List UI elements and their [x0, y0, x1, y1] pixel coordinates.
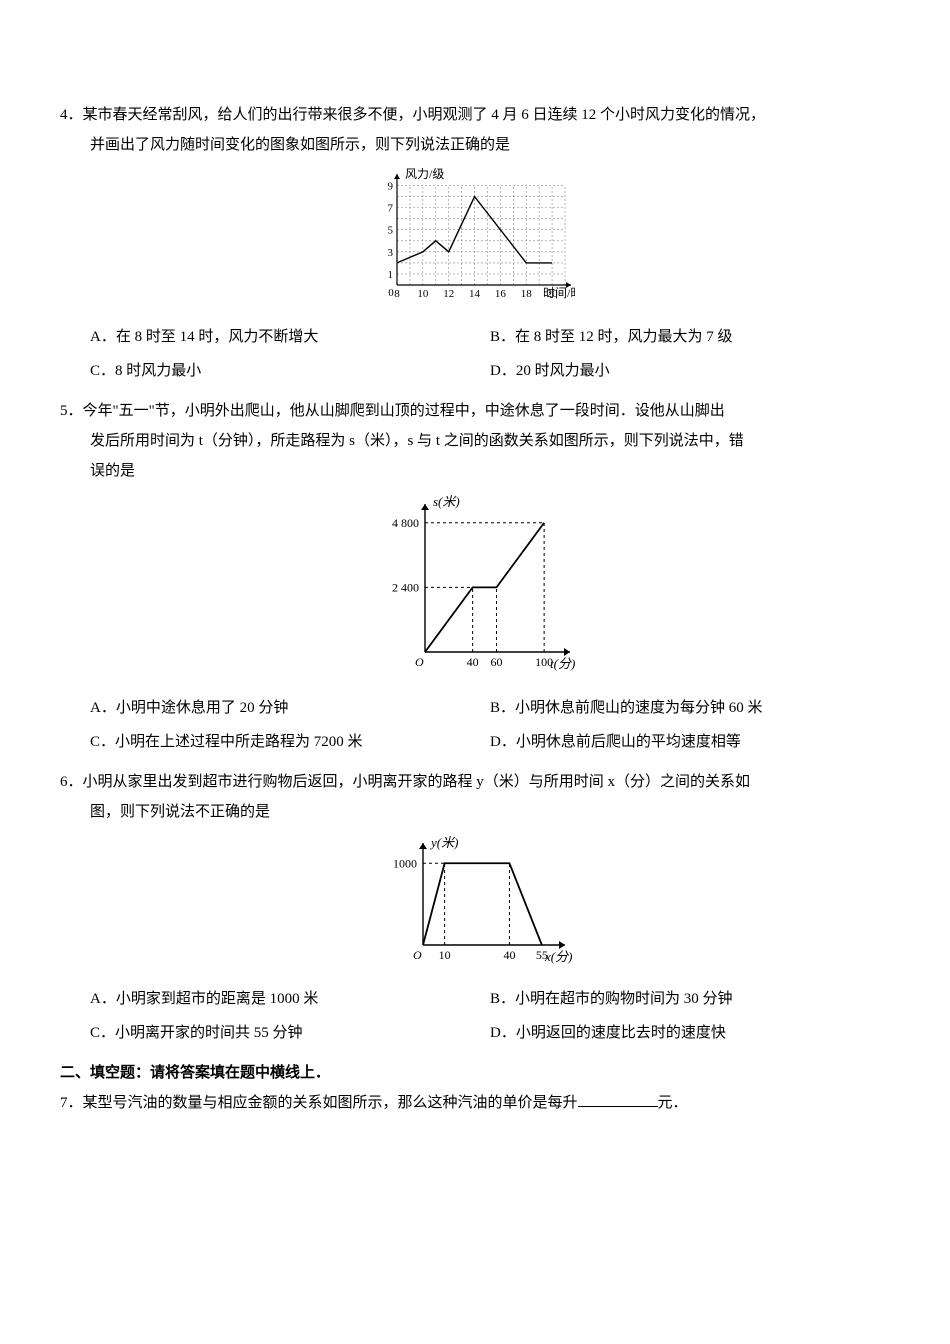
svg-text:18: 18	[521, 288, 533, 300]
q5-option-b: B．小明休息前爬山的速度为每分钟 60 米	[490, 693, 890, 723]
svg-text:时间/时: 时间/时	[543, 286, 575, 300]
q5-stem-line3: 误的是	[60, 456, 890, 486]
q6-stem-line2: 图，则下列说法不正确的是	[60, 797, 890, 827]
q4-chart: 1357908101214161820风力/级时间/时	[60, 168, 890, 314]
q5-number: 5．	[60, 403, 83, 419]
svg-text:60: 60	[490, 655, 502, 669]
svg-text:x(分): x(分)	[544, 949, 572, 964]
q6-option-c: C．小明离开家的时间共 55 分钟	[90, 1018, 490, 1048]
q5-stem-line1: 5．今年"五一"节，小明外出爬山，他从山脚爬到山顶的过程中，中途休息了一段时间．…	[60, 396, 890, 426]
q5-option-c: C．小明在上述过程中所走路程为 7200 米	[90, 727, 490, 757]
svg-text:40: 40	[467, 655, 479, 669]
q5-options-row2: C．小明在上述过程中所走路程为 7200 米 D．小明休息前后爬山的平均速度相等	[60, 727, 890, 757]
q7-text-b: 元．	[658, 1095, 688, 1111]
q5-chart: 2 4004 8004060100Os(米)t(分)	[60, 494, 890, 685]
q5-option-a: A．小明中途休息用了 20 分钟	[90, 693, 490, 723]
q4-text1: 某市春天经常刮风，给人们的出行带来很多不便，小明观测了 4 月 6 日连续 12…	[83, 107, 766, 123]
svg-text:风力/级: 风力/级	[405, 168, 444, 181]
section-2-heading: 二、填空题：请将答案填在题中横线上．	[60, 1058, 890, 1088]
q6-option-a: A．小明家到超市的距离是 1000 米	[90, 984, 490, 1014]
q6-chart: 1000104055Oy(米)x(分)	[60, 835, 890, 976]
q7-blank	[578, 1091, 658, 1107]
q4-option-d: D．20 时风力最小	[490, 356, 890, 386]
svg-text:s(米): s(米)	[433, 494, 460, 509]
question-4: 4．某市春天经常刮风，给人们的出行带来很多不便，小明观测了 4 月 6 日连续 …	[60, 100, 890, 386]
q6-option-d: D．小明返回的速度比去时的速度快	[490, 1018, 890, 1048]
q6-options-row2: C．小明离开家的时间共 55 分钟 D．小明返回的速度比去时的速度快	[60, 1018, 890, 1048]
q4-options-row1: A．在 8 时至 14 时，风力不断增大 B．在 8 时至 12 时，风力最大为…	[60, 322, 890, 352]
q6-stem-line1: 6．小明从家里出发到超市进行购物后返回，小明离开家的路程 y（米）与所用时间 x…	[60, 767, 890, 797]
q4-stem-line1: 4．某市春天经常刮风，给人们的出行带来很多不便，小明观测了 4 月 6 日连续 …	[60, 100, 890, 130]
q4-option-a: A．在 8 时至 14 时，风力不断增大	[90, 322, 490, 352]
question-5: 5．今年"五一"节，小明外出爬山，他从山脚爬到山顶的过程中，中途休息了一段时间．…	[60, 396, 890, 757]
q7-text-a: 某型号汽油的数量与相应金额的关系如图所示，那么这种汽油的单价是每升	[83, 1095, 578, 1111]
q4-option-c: C．8 时风力最小	[90, 356, 490, 386]
svg-text:O: O	[413, 948, 422, 962]
svg-text:1: 1	[388, 269, 394, 281]
svg-text:12: 12	[443, 288, 454, 300]
q5-text1: 今年"五一"节，小明外出爬山，他从山脚爬到山顶的过程中，中途休息了一段时间．设他…	[83, 403, 725, 419]
svg-text:O: O	[415, 655, 424, 669]
svg-text:10: 10	[417, 288, 429, 300]
q5-options-row1: A．小明中途休息用了 20 分钟 B．小明休息前爬山的速度为每分钟 60 米	[60, 693, 890, 723]
question-6: 6．小明从家里出发到超市进行购物后返回，小明离开家的路程 y（米）与所用时间 x…	[60, 767, 890, 1048]
svg-text:y(米): y(米)	[429, 835, 458, 850]
svg-text:t(分): t(分)	[550, 656, 575, 671]
svg-text:7: 7	[388, 203, 394, 215]
q4-option-b: B．在 8 时至 12 时，风力最大为 7 级	[490, 322, 890, 352]
q4-stem-line2: 并画出了风力随时间变化的图象如图所示，则下列说法正确的是	[60, 130, 890, 160]
svg-text:8: 8	[394, 288, 400, 300]
q7-number: 7．	[60, 1095, 83, 1111]
q7-stem: 7．某型号汽油的数量与相应金额的关系如图所示，那么这种汽油的单价是每升 元．	[60, 1088, 890, 1118]
q6-number: 6．	[60, 774, 83, 790]
question-7: 7．某型号汽油的数量与相应金额的关系如图所示，那么这种汽油的单价是每升 元．	[60, 1088, 890, 1118]
q6-options-row1: A．小明家到超市的距离是 1000 米 B．小明在超市的购物时间为 30 分钟	[60, 984, 890, 1014]
q5-stem-line2: 发后所用时间为 t（分钟），所走路程为 s（米），s 与 t 之间的函数关系如图…	[60, 426, 890, 456]
q6-chart-svg: 1000104055Oy(米)x(分)	[375, 835, 575, 965]
q4-options-row2: C．8 时风力最小 D．20 时风力最小	[60, 356, 890, 386]
q6-text1: 小明从家里出发到超市进行购物后返回，小明离开家的路程 y（米）与所用时间 x（分…	[83, 774, 751, 790]
svg-text:9: 9	[388, 181, 394, 193]
q5-chart-svg: 2 4004 8004060100Os(米)t(分)	[370, 494, 580, 674]
svg-text:14: 14	[469, 288, 481, 300]
q6-option-b: B．小明在超市的购物时间为 30 分钟	[490, 984, 890, 1014]
q4-number: 4．	[60, 107, 83, 123]
svg-text:5: 5	[388, 225, 394, 237]
svg-text:1000: 1000	[393, 856, 417, 870]
svg-text:10: 10	[439, 948, 451, 962]
svg-text:16: 16	[495, 288, 507, 300]
svg-text:2 400: 2 400	[392, 580, 419, 594]
svg-text:4 800: 4 800	[392, 516, 419, 530]
svg-text:3: 3	[388, 247, 394, 259]
q4-chart-svg: 1357908101214161820风力/级时间/时	[375, 168, 575, 303]
svg-text:40: 40	[503, 948, 515, 962]
q5-option-d: D．小明休息前后爬山的平均速度相等	[490, 727, 890, 757]
